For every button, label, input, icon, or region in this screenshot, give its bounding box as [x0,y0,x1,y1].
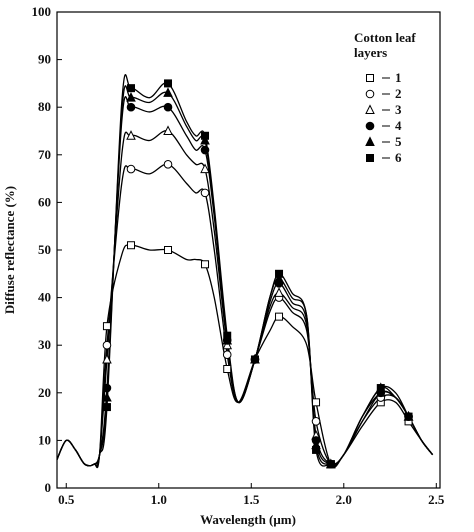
point-marker [164,246,173,254]
legend-marker [366,74,374,82]
y-tick-label: 80 [38,99,51,114]
point-marker [376,384,385,393]
point-marker [311,417,321,426]
point-marker [201,260,210,269]
y-tick-label: 0 [45,480,52,495]
y-tick-label: 100 [32,4,52,19]
x-tick-label: 1.5 [243,492,260,507]
point-marker [102,340,112,350]
point-marker [275,269,284,278]
y-tick-label: 70 [38,147,51,162]
point-marker [127,84,136,93]
legend-label: 1 [395,70,402,85]
legend-label: 5 [395,134,402,149]
point-marker [201,131,210,140]
point-marker [326,460,335,469]
point-marker [127,241,136,250]
point-marker [312,445,321,454]
legend-marker [365,136,375,146]
point-marker [126,92,136,102]
legend-marker [365,104,375,114]
y-axis-label: Diffuse reflectance (%) [2,186,17,314]
point-marker [200,163,210,174]
point-marker [222,334,233,345]
legend-marker [366,154,374,162]
point-marker [163,125,173,135]
y-tick-label: 20 [38,385,51,400]
point-marker [404,412,413,421]
legend-marker [365,121,375,131]
point-marker [163,160,173,169]
legend-label: 6 [395,150,402,165]
point-marker [200,134,210,145]
point-marker [223,331,232,340]
point-marker [102,391,112,402]
x-tick-label: 0.5 [58,492,75,507]
legend-label: 2 [395,86,402,101]
point-marker [102,403,111,412]
point-marker [275,312,284,321]
point-marker [200,145,210,155]
point-marker [102,353,112,364]
legend-label: 4 [395,118,402,133]
x-axis-label: Wavelength (μm) [200,512,296,527]
point-marker [102,322,111,331]
series-line [56,130,434,467]
y-tick-label: 60 [38,194,51,209]
point-marker [126,102,136,112]
series-line [56,74,434,467]
y-tick-label: 50 [38,242,51,257]
point-marker [126,130,136,140]
x-tick-label: 2.0 [336,492,352,507]
point-marker [126,164,136,174]
x-tick-label: 2.5 [428,492,445,507]
point-marker [274,287,284,297]
point-marker [222,350,232,360]
point-marker [163,87,173,97]
point-marker [163,102,173,112]
legend-label: 3 [395,102,402,117]
point-marker [312,398,321,407]
point-marker [274,272,284,283]
point-marker [200,188,210,198]
x-tick-label: 1.0 [151,492,167,507]
legend-title: Cotton leaf layers [354,30,416,60]
point-marker [250,355,259,364]
legend-marker [365,89,375,99]
point-marker [223,365,232,373]
y-tick-label: 30 [38,337,51,352]
point-marker [102,383,112,393]
y-tick-label: 40 [38,290,51,305]
series-line [56,163,434,467]
point-marker [164,79,173,88]
y-tick-label: 10 [38,432,51,447]
y-tick-label: 90 [38,52,51,67]
